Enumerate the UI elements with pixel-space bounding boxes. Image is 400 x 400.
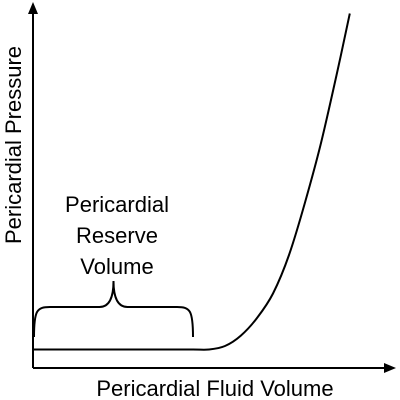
annotation-line-reserve: Reserve xyxy=(76,223,158,248)
x-axis-label: Pericardial Fluid Volume xyxy=(96,376,333,400)
y-axis-arrow xyxy=(28,2,38,14)
series-group xyxy=(33,13,351,351)
annotation-line-pericardial: Pericardial xyxy=(65,192,169,217)
y-axis-label: Pericardial Pressure xyxy=(1,46,26,244)
reserve-volume-brace xyxy=(33,280,194,338)
x-axis-arrow xyxy=(384,363,396,373)
annotation-line-volume: Volume xyxy=(80,254,153,279)
series-line-0 xyxy=(33,13,351,351)
